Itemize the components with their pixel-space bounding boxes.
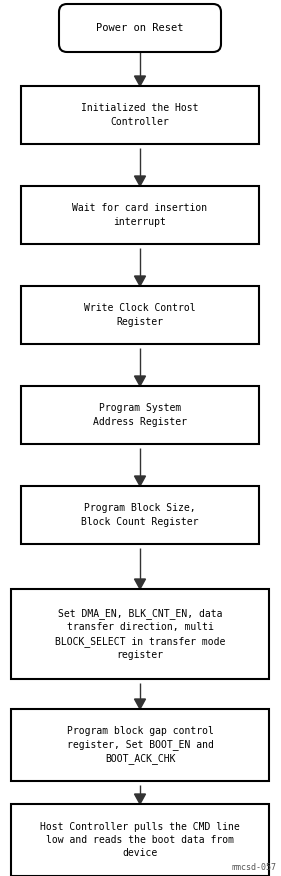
Text: Initialized the Host
Controller: Initialized the Host Controller — [81, 103, 199, 127]
Polygon shape — [135, 76, 146, 86]
FancyBboxPatch shape — [11, 589, 269, 679]
Text: Program block gap control
register, Set BOOT_EN and
BOOT_ACK_CHK: Program block gap control register, Set … — [67, 726, 214, 764]
Text: Power on Reset: Power on Reset — [96, 23, 184, 33]
Text: Program Block Size,
Block Count Register: Program Block Size, Block Count Register — [81, 504, 199, 526]
FancyBboxPatch shape — [21, 286, 259, 344]
FancyBboxPatch shape — [11, 709, 269, 781]
Text: Program System
Address Register: Program System Address Register — [93, 404, 187, 427]
Text: mmcsd-057: mmcsd-057 — [232, 863, 277, 872]
Text: Host Controller pulls the CMD line
low and reads the boot data from
device: Host Controller pulls the CMD line low a… — [40, 822, 240, 858]
FancyBboxPatch shape — [59, 4, 221, 52]
FancyBboxPatch shape — [21, 186, 259, 244]
FancyBboxPatch shape — [11, 804, 269, 876]
FancyBboxPatch shape — [21, 86, 259, 144]
Polygon shape — [135, 176, 146, 186]
Polygon shape — [135, 699, 146, 709]
FancyBboxPatch shape — [21, 386, 259, 444]
FancyBboxPatch shape — [21, 486, 259, 544]
Polygon shape — [135, 794, 146, 804]
Polygon shape — [135, 376, 146, 386]
Text: Write Clock Control
Register: Write Clock Control Register — [84, 303, 196, 327]
Text: Wait for card insertion
interrupt: Wait for card insertion interrupt — [72, 203, 208, 227]
Polygon shape — [135, 276, 146, 286]
Text: Set DMA_EN, BLK_CNT_EN, data
transfer direction, multi
BLOCK_SELECT in transfer : Set DMA_EN, BLK_CNT_EN, data transfer di… — [55, 608, 225, 660]
Polygon shape — [135, 579, 146, 589]
Polygon shape — [135, 476, 146, 486]
